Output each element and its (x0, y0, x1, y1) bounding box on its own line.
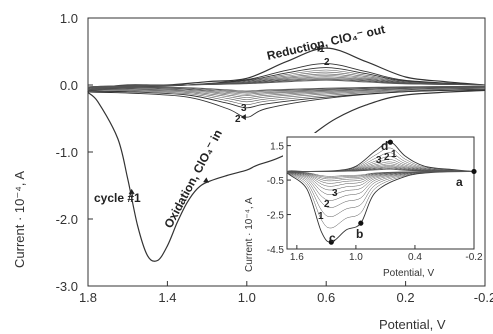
inset-frame (286, 136, 475, 250)
main-cycle-line (87, 77, 486, 95)
inset-x-tick-label: 1.6 (290, 252, 304, 263)
inset-cycle-label-2b: 2 (384, 152, 390, 163)
y-tick-label: 0.0 (60, 78, 78, 93)
main-cycle-line (87, 69, 486, 105)
x-tick-label: 1.4 (158, 290, 176, 305)
main-series-2-line (87, 63, 486, 118)
main-cycle-line (87, 78, 486, 94)
y-tick-label: -2.0 (56, 212, 78, 227)
y-tick-label: 1.0 (60, 11, 78, 26)
inset-point-d (387, 139, 393, 145)
main-arrow-oxidation (203, 177, 209, 183)
inset-point-c (328, 239, 334, 245)
y-axis-title: Current · 10⁻⁴, A (12, 171, 27, 268)
inset-cycle-label-3b: 3 (376, 155, 382, 166)
x-axis-title: Potential, V (379, 317, 446, 332)
inset-curves (286, 139, 477, 245)
inset-point-label-a: a (456, 175, 463, 189)
main-cycle-line (87, 71, 486, 103)
x-tick-label: 0.6 (317, 290, 335, 305)
inset-x-tick-label: 1.0 (349, 252, 363, 263)
inset-cycle-label-1: 1 (318, 211, 324, 222)
main-arrow-cycle2 (240, 114, 246, 121)
inset-x-axis-title: Potential, V (383, 268, 434, 279)
main-cycle-line (87, 76, 486, 97)
cycle-label-2-bottom: 2 (235, 114, 241, 125)
main-cycle-line (87, 80, 486, 92)
inset-background (283, 133, 475, 253)
inset-cycle-label-3: 3 (332, 188, 338, 199)
inset-point-b (358, 220, 364, 226)
inset-y-axis-title: Current · 10⁻⁴, A (244, 197, 255, 272)
x-tick-label: 1.0 (238, 290, 256, 305)
main-cycle-line (87, 75, 486, 98)
main-series-3-line (87, 67, 486, 109)
inset-y-tick-label: 1.5 (270, 142, 284, 153)
y-tick-label: -3.0 (56, 279, 78, 294)
main-axes: 1.8 1.4 1.0 0.6 0.2 -0.2 1.0 0.0 -1.0 -2.0 -3.0 (56, 11, 493, 305)
cycle1-annotation: cycle #1 (94, 191, 141, 205)
inset-point-a (471, 168, 477, 175)
inset-axes: 1.6 1.0 0.4 -0.2 1.5 -0.5 -2.5 -4.5 (267, 142, 483, 263)
inset-point-label-b: b (356, 227, 363, 241)
cycle-label-3-bottom: 3 (241, 103, 247, 114)
inset-cycle-label-1b: 1 (391, 149, 397, 160)
main-cycle-line (87, 73, 486, 100)
inset-cycle-line (286, 169, 475, 177)
inset-x-tick-label: -0.2 (465, 252, 483, 263)
y-tick-label: -1.0 (56, 145, 78, 160)
inset-point-label-d: d (381, 139, 388, 153)
inset-y-tick-label: -0.5 (267, 176, 285, 187)
inset-point-label-c: c (329, 231, 336, 245)
main-arrow-up (128, 188, 135, 194)
main-cycle-line (87, 79, 486, 93)
inset-y-tick-label: -2.5 (267, 211, 285, 222)
x-tick-label: -0.2 (474, 290, 493, 305)
main-arrow-reduction (316, 46, 323, 52)
cycle-label-1-top: 1 (319, 44, 325, 55)
inset-x-tick-label: 0.4 (408, 252, 422, 263)
x-tick-label: 1.8 (79, 290, 97, 305)
x-tick-label: 0.2 (397, 290, 415, 305)
inset-cycle-label-2: 2 (324, 199, 330, 210)
cycle-label-2-top: 2 (324, 57, 330, 68)
inset-y-tick-label: -4.5 (267, 245, 285, 256)
